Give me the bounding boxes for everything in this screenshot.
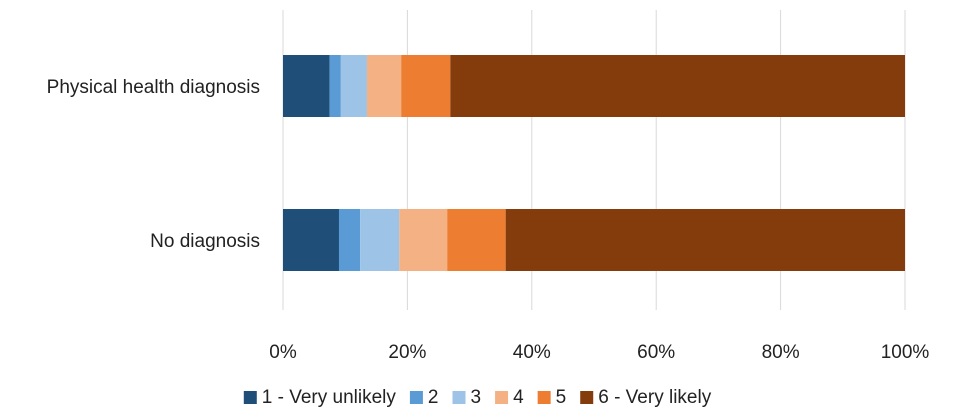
x-tick-label: 40% (513, 342, 551, 363)
x-tick-label: 80% (762, 342, 800, 363)
bar-segment-5 (447, 209, 506, 271)
legend-item: 4 (495, 387, 524, 408)
bar-segment-3 (340, 55, 367, 117)
x-axis-ticks: 0% 20% 40% 60% 80% 100% (269, 342, 929, 363)
legend-item: 3 (452, 387, 481, 408)
category-label: Physical health diagnosis (47, 77, 260, 98)
legend-label: 4 (513, 387, 524, 408)
bar-segment-2 (338, 209, 361, 271)
bar-segment-4 (399, 209, 448, 271)
legend-label: 6 - Very likely (598, 387, 711, 408)
legend-swatch (452, 391, 466, 404)
bar-segment-6 (505, 209, 905, 271)
bar-segment-5 (401, 55, 451, 117)
bar-segment-3 (360, 209, 400, 271)
bar-segment-2 (329, 55, 341, 117)
x-tick-label: 60% (637, 342, 675, 363)
x-tick-label: 20% (388, 342, 426, 363)
legend-swatch (495, 391, 509, 404)
category-labels: Physical health diagnosis No diagnosis (47, 77, 260, 252)
bar-segment-6 (450, 55, 905, 117)
legend-item: 1 - Very unlikely (243, 387, 397, 408)
legend-label: 1 - Very unlikely (262, 387, 397, 408)
legend-swatch (409, 391, 423, 404)
legend-item: 6 - Very likely (580, 387, 712, 408)
bar-segment-1 (283, 209, 339, 271)
x-tick-label: 100% (881, 342, 930, 363)
legend-swatch (580, 391, 594, 404)
bar-segment-1 (283, 55, 330, 117)
x-tick-label: 0% (269, 342, 297, 363)
legend-swatch (537, 391, 551, 404)
category-label: No diagnosis (150, 231, 260, 252)
legend-label: 2 (428, 387, 439, 408)
legend-label: 5 (556, 387, 567, 408)
legend-label: 3 (470, 387, 481, 408)
bars (283, 55, 905, 271)
legend-swatch (243, 391, 257, 404)
legend-item: 5 (537, 387, 567, 408)
bar-segment-4 (366, 55, 402, 117)
legend-item: 2 (409, 387, 439, 408)
legend: 1 - Very unlikely 2 3 4 5 6 - Very likely (243, 387, 712, 408)
